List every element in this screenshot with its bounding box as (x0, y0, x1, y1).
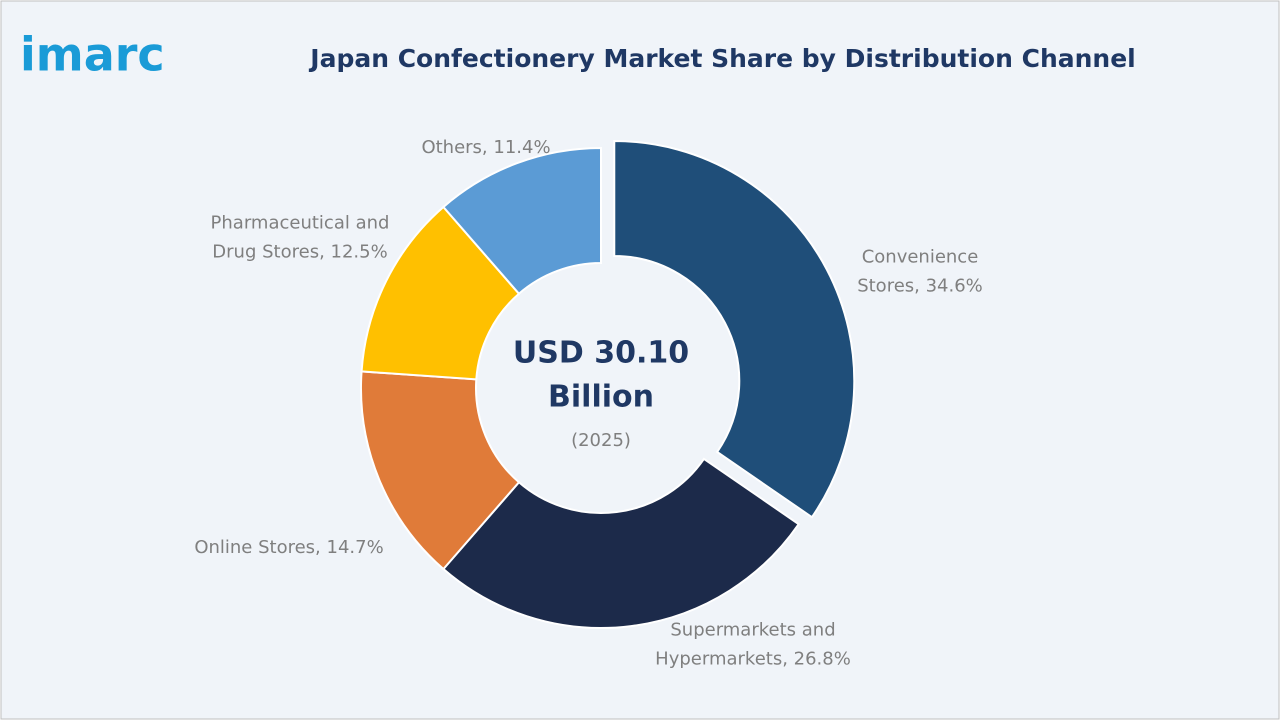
data-label: Convenience (862, 247, 979, 268)
chart-title: Japan Confectionery Market Share by Dist… (308, 44, 1135, 73)
donut-slice (360, 370, 521, 571)
data-label: Others, 11.4% (421, 137, 550, 158)
donut-slice (613, 140, 856, 519)
center-label: Billion (548, 380, 654, 415)
data-label: Supermarkets and (670, 620, 835, 641)
data-label: Pharmaceutical and (211, 213, 390, 234)
donut-slice (442, 146, 602, 296)
data-label: Online Stores, 14.7% (194, 537, 383, 558)
logo: imarc (20, 28, 165, 82)
data-label: Drug Stores, 12.5% (212, 242, 387, 263)
data-label: Stores, 34.6% (857, 276, 983, 297)
data-label: Hypermarkets, 26.8% (655, 649, 851, 670)
center-sublabel: (2025) (571, 430, 631, 451)
donut-slice (442, 457, 801, 629)
center-label: USD 30.10 (513, 336, 689, 371)
